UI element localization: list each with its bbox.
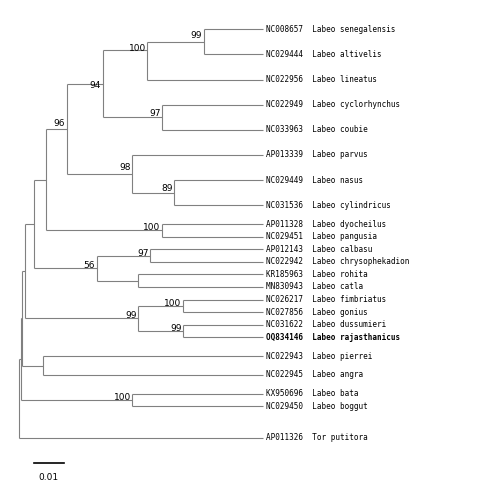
Text: NC029451  Labeo pangusia: NC029451 Labeo pangusia	[266, 232, 378, 241]
Text: 99: 99	[126, 311, 137, 320]
Text: 100: 100	[144, 224, 160, 232]
Text: 99: 99	[191, 31, 202, 40]
Text: NC022943  Labeo pierrei: NC022943 Labeo pierrei	[266, 351, 373, 361]
Text: 0.01: 0.01	[39, 473, 59, 482]
Text: NC029450  Labeo boggut: NC029450 Labeo boggut	[266, 402, 368, 411]
Text: NC029444  Labeo altivelis: NC029444 Labeo altivelis	[266, 50, 382, 59]
Text: KR185963  Labeo rohita: KR185963 Labeo rohita	[266, 270, 368, 279]
Text: 97: 97	[149, 109, 160, 118]
Text: NC026217  Labeo fimbriatus: NC026217 Labeo fimbriatus	[266, 295, 386, 304]
Text: AP013339  Labeo parvus: AP013339 Labeo parvus	[266, 150, 368, 160]
Text: 99: 99	[170, 324, 181, 333]
Text: NC027856  Labeo gonius: NC027856 Labeo gonius	[266, 307, 368, 317]
Text: AP011328  Labeo dyocheilus: AP011328 Labeo dyocheilus	[266, 220, 386, 228]
Text: NC022956  Labeo lineatus: NC022956 Labeo lineatus	[266, 75, 378, 84]
Text: 100: 100	[164, 299, 182, 308]
Text: AP012143  Labeo calbasu: AP012143 Labeo calbasu	[266, 245, 373, 254]
Text: 56: 56	[84, 261, 95, 270]
Text: NC022949  Labeo cyclorhynchus: NC022949 Labeo cyclorhynchus	[266, 100, 400, 109]
Text: OQ834146  Labeo rajasthanicus: OQ834146 Labeo rajasthanicus	[266, 333, 400, 342]
Text: MN830943  Labeo catla: MN830943 Labeo catla	[266, 283, 364, 291]
Text: NC031536  Labeo cylindricus: NC031536 Labeo cylindricus	[266, 201, 392, 210]
Text: KX950696  Labeo bata: KX950696 Labeo bata	[266, 389, 359, 398]
Text: NC022942  Labeo chrysophekadion: NC022942 Labeo chrysophekadion	[266, 257, 410, 266]
Text: 96: 96	[54, 119, 66, 128]
Text: 97: 97	[137, 248, 148, 258]
Text: 89: 89	[161, 184, 172, 193]
Text: 98: 98	[120, 163, 131, 172]
Text: NC022945  Labeo angra: NC022945 Labeo angra	[266, 370, 364, 380]
Text: 100: 100	[114, 393, 131, 402]
Text: NC031622  Labeo dussumieri: NC031622 Labeo dussumieri	[266, 320, 386, 329]
Text: AP011326  Tor putitora: AP011326 Tor putitora	[266, 433, 368, 442]
Text: NC033963  Labeo coubie: NC033963 Labeo coubie	[266, 125, 368, 134]
Text: NC008657  Labeo senegalensis: NC008657 Labeo senegalensis	[266, 25, 396, 34]
Text: 94: 94	[90, 81, 101, 90]
Text: 100: 100	[128, 43, 146, 53]
Text: NC029449  Labeo nasus: NC029449 Labeo nasus	[266, 176, 364, 184]
